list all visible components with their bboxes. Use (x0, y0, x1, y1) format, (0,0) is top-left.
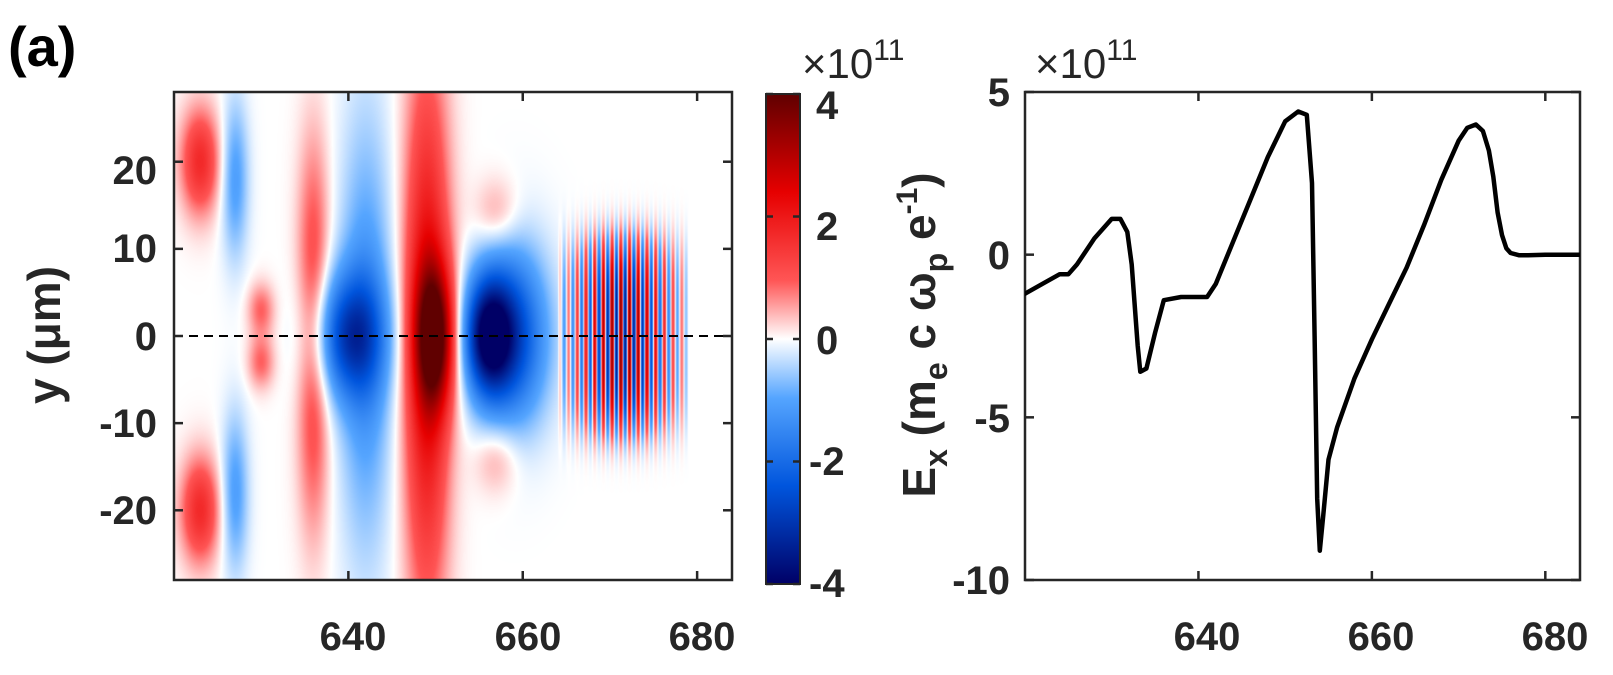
heatmap-panel: 640 660 680 20 10 0 -10 -20 y (μm) (18, 90, 736, 659)
heatmap-ytick-label: 0 (135, 315, 157, 359)
colorbar-multiplier: ×1011 (802, 34, 904, 87)
colorbar-tick-label: -4 (809, 562, 845, 606)
colorbar-tick-label: -2 (809, 440, 845, 484)
panel-label: (a) (8, 15, 76, 78)
line-xtick-label: 660 (1348, 615, 1415, 659)
heatmap-ytick-label: 10 (113, 227, 158, 271)
heatmap-tick-marks (174, 92, 732, 580)
line-xtick-label: 680 (1522, 615, 1589, 659)
heatmap-ylabel: y (μm) (18, 266, 70, 404)
heatmap-xtick-label: 680 (669, 615, 736, 659)
heatmap-ytick-label: -10 (99, 402, 157, 446)
ex-series-line (1025, 109, 1580, 553)
colorbar-tick-label: 4 (816, 84, 839, 128)
line-ytick-label: 5 (988, 71, 1010, 115)
line-ytick-label: 0 (988, 234, 1010, 278)
line-ytick-label: -10 (952, 559, 1010, 603)
line-ylabel: Ex (me c ωp e-1) (891, 172, 954, 497)
line-panel: 640 660 680 5 0 -5 -10 ×1011 Ex (me c ωp… (891, 34, 1588, 659)
heatmap-ytick-label: 20 (113, 149, 158, 193)
colorbar-tick-marks (766, 92, 800, 586)
colorbar: 4 2 0 -2 -4 ×1011 (765, 34, 904, 606)
line-xtick-label: 640 (1174, 615, 1241, 659)
line-ytick-label: -5 (974, 397, 1010, 441)
heatmap-xtick-label: 660 (495, 615, 562, 659)
line-multiplier: ×1011 (1035, 34, 1137, 87)
heatmap-xtick-label: 640 (320, 615, 387, 659)
heatmap-ytick-label: -20 (99, 489, 157, 533)
line-frame (1023, 90, 1582, 582)
colorbar-tick-label: 0 (816, 319, 838, 363)
colorbar-tick-label: 2 (816, 205, 838, 249)
